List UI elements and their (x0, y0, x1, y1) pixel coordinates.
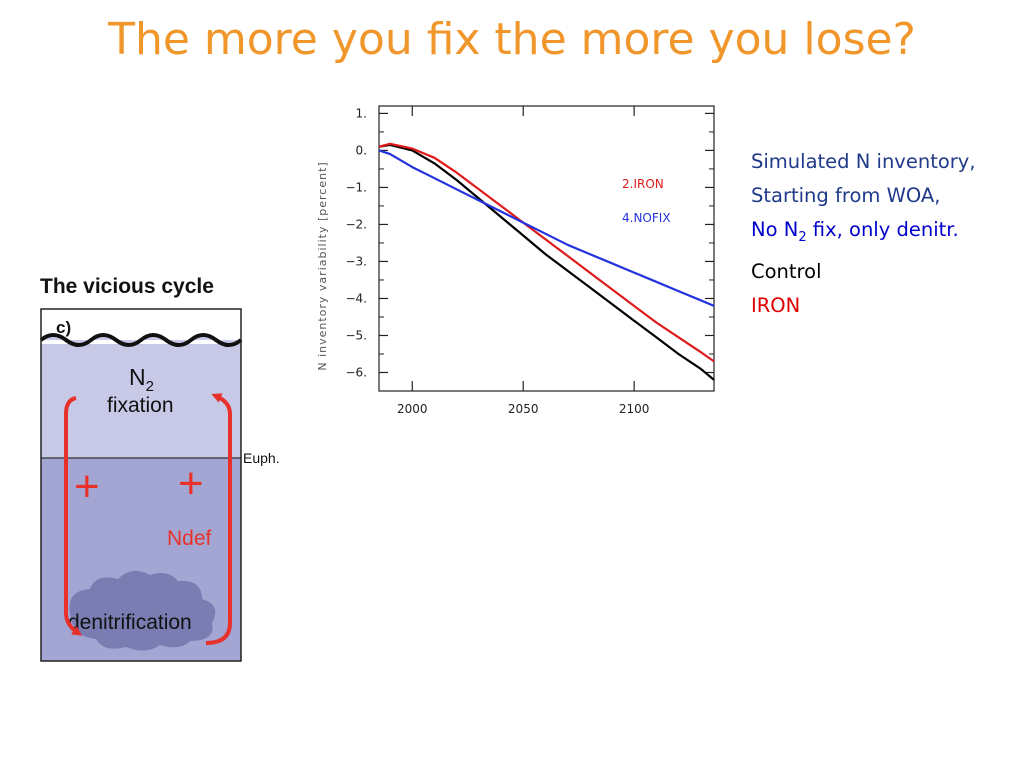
plus-left: + (74, 462, 100, 511)
euph-label: Euph. (243, 450, 280, 466)
denitrification-blob (69, 570, 216, 651)
fixation-label: fixation (107, 394, 174, 417)
series-label-iron: 2.IRON (622, 177, 664, 191)
vicious-cycle-diagram: The vicious cycle c) N2 fixation Euph. +… (39, 275, 280, 662)
chart-series (378, 142, 715, 381)
slide-title: The more you fix the more you lose? (108, 14, 916, 65)
x-tick-label: 2050 (508, 402, 539, 416)
series-line-iron (378, 142, 715, 363)
x-tick-label: 2100 (619, 402, 650, 416)
legend-line-1: Simulated N inventory, (751, 150, 976, 173)
y-tick-label: −3. (345, 254, 367, 268)
legend-text: Simulated N inventory, Starting from WOA… (751, 145, 976, 323)
y-tick-label: −5. (345, 328, 367, 342)
series-line-control (378, 143, 715, 381)
n2-label: N2 (129, 364, 154, 395)
ndef-label: Ndef (167, 527, 212, 550)
diagram-frame (40, 308, 242, 662)
line-chart: 1. 0. −1. −2. −3. −4. −5. −6. 2000 2050 2100 2.IRO… (316, 105, 715, 416)
arrow-left-down (64, 396, 83, 636)
plot-frame (378, 105, 715, 392)
y-axis-label: N inventory variability [percent] (316, 161, 329, 370)
arrow-right-up (205, 393, 232, 645)
y-tick-label: −2. (345, 217, 367, 231)
y-tick-label: −1. (345, 180, 367, 194)
sea-surface-wave (39, 333, 243, 347)
series-line-nofix (378, 149, 715, 307)
legend-line-2: Starting from WOA, (751, 184, 941, 207)
panel-label: c) (56, 318, 71, 337)
chart-axes (378, 105, 715, 392)
y-tick-label: 1. (356, 106, 367, 120)
legend-line-3: No N2 fix, only denitr. (751, 218, 959, 245)
legend-line-5: IRON (751, 293, 801, 317)
plus-right: + (178, 459, 204, 508)
series-label-nofix: 4.NOFIX (622, 211, 671, 225)
y-tick-label: 0. (356, 143, 367, 157)
legend-line-4: Control (751, 259, 822, 283)
denitrification-label: denitrification (68, 611, 192, 634)
y-tick-label: −4. (345, 291, 367, 305)
chart-ticks: 1. 0. −1. −2. −3. −4. −5. −6. 2000 2050 2100 (345, 106, 714, 416)
x-tick-label: 2000 (397, 402, 428, 416)
y-tick-label: −6. (345, 365, 367, 379)
diagram-title: The vicious cycle (40, 275, 214, 298)
